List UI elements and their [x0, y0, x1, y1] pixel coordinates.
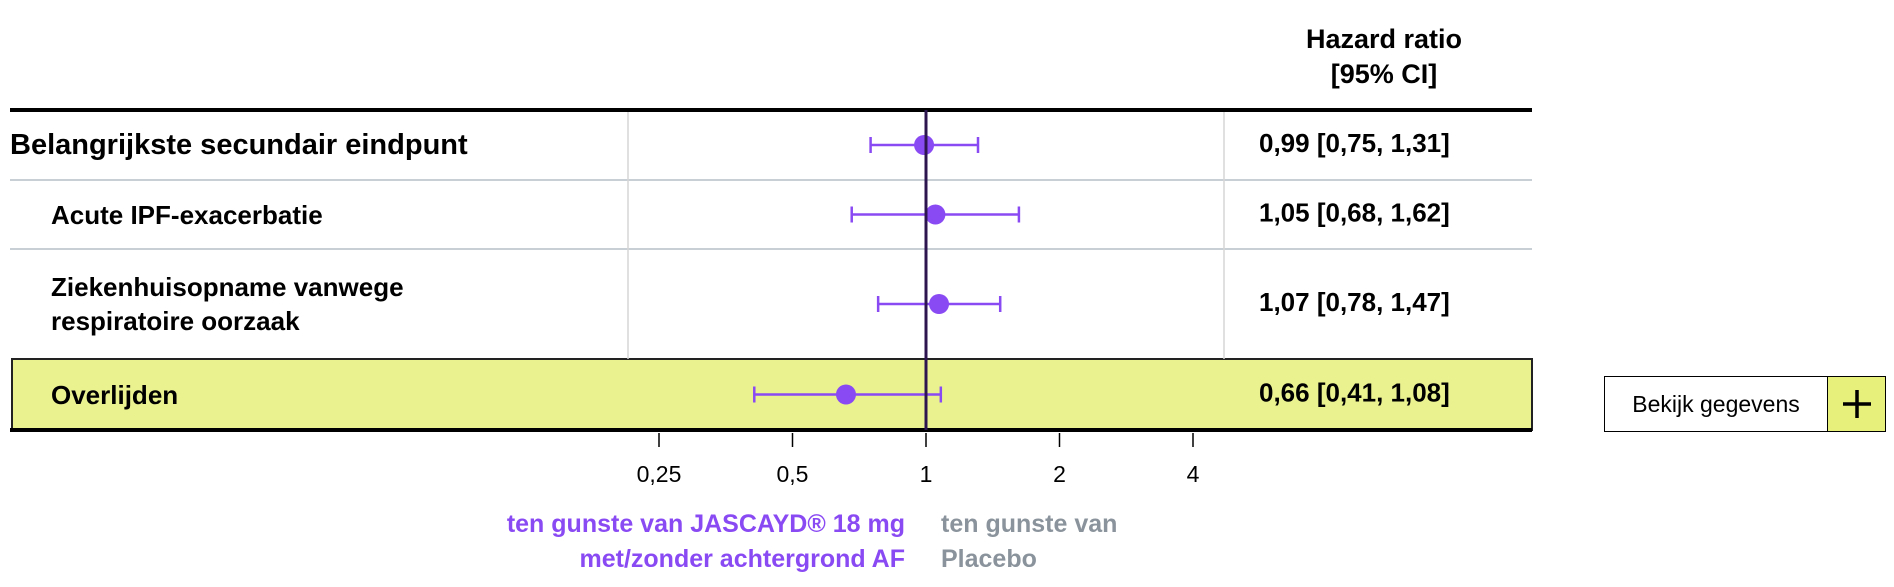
point-estimate: [925, 204, 946, 225]
value-label: 0,99 [0,75, 1,31]: [1259, 128, 1450, 158]
row-label: Acute IPF-exacerbatie: [51, 199, 323, 230]
favours-right: ten gunste van Placebo: [941, 510, 1118, 573]
point-estimate: [929, 294, 950, 314]
x-tick-label: 1: [920, 461, 933, 487]
view-data-button[interactable]: Bekijk gegevens: [1604, 376, 1886, 432]
value-label: 1,05 [0,68, 1,62]: [1259, 197, 1450, 227]
point-estimate: [914, 135, 935, 155]
plus-icon[interactable]: [1828, 377, 1885, 431]
row-label: Belangrijkste secundair eindpunt: [10, 129, 468, 161]
x-tick-label: 0,5: [777, 461, 809, 487]
column-header: Hazard ratio [95% CI]: [1305, 24, 1463, 89]
value-label: 1,07 [0,78, 1,47]: [1259, 287, 1450, 317]
favours-left: ten gunste van JASCAYD® 18 mg met/zonder…: [506, 510, 905, 573]
x-tick-label: 2: [1053, 461, 1066, 487]
x-tick-label: 4: [1187, 461, 1200, 487]
point-estimate: [835, 384, 856, 405]
row-label: Ziekenhuisopname vanwege respiratoire oo…: [51, 272, 404, 336]
row-label: Overlijden: [51, 379, 179, 410]
button-label[interactable]: Bekijk gegevens: [1605, 377, 1828, 431]
x-tick-label: 0,25: [637, 461, 682, 487]
plus-glyph: [1842, 390, 1871, 418]
value-label: 0,66 [0,41, 1,08]: [1259, 377, 1450, 407]
